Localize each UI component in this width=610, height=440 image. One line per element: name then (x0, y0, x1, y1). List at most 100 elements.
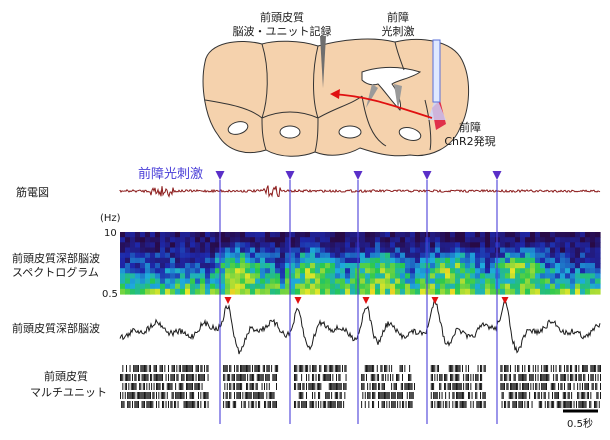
spectrogram-cell (335, 278, 341, 285)
spectrogram-cell (240, 278, 246, 285)
spike-tick (230, 383, 232, 390)
spectrogram-cell (410, 288, 416, 295)
spike-tick (277, 365, 279, 372)
spectrogram-cell (425, 288, 431, 295)
spectrogram-cell (125, 257, 131, 264)
spike-tick (328, 383, 330, 390)
spectrogram-cell (550, 252, 556, 259)
spike-tick (122, 383, 124, 390)
spectrogram-cell (495, 247, 501, 254)
spectrogram-cell (450, 242, 456, 249)
spike-tick (129, 365, 131, 372)
spike-tick (456, 365, 457, 372)
spike-tick (140, 392, 142, 399)
spectrogram-cell (365, 247, 371, 254)
spike-tick (440, 374, 442, 381)
spectrogram-cell (490, 257, 496, 264)
spectrogram-cell (175, 232, 181, 238)
spectrogram-label-line2: スペクトログラム (12, 265, 99, 279)
spectrogram-cell (220, 252, 226, 259)
spike-tick (454, 374, 456, 381)
white-matter-oval (227, 121, 249, 135)
spectrogram-cell (425, 273, 431, 280)
spectrogram-cell (270, 263, 276, 269)
spike-tick (552, 392, 553, 399)
spike-tick (404, 383, 406, 390)
spectrogram-cell (550, 268, 556, 274)
spectrogram-cell (230, 237, 236, 243)
spike-tick (547, 374, 549, 381)
spectrogram-cell (500, 268, 506, 274)
spike-tick (334, 365, 336, 372)
spectrogram-cell (585, 263, 591, 269)
spectrogram-cell (140, 263, 146, 269)
spectrogram-cell (300, 278, 306, 285)
spike-tick (159, 365, 161, 372)
spectrogram-cell (315, 278, 321, 285)
spike-tick (362, 383, 364, 390)
spectrogram-cell (310, 247, 316, 254)
spike-tick (510, 392, 511, 399)
spike-tick (198, 383, 199, 390)
spike-tick (156, 392, 157, 399)
spectrogram-cell (510, 263, 516, 269)
spectrogram-cell (165, 273, 171, 280)
spike-tick (314, 383, 316, 390)
spectrogram-cell (360, 247, 366, 254)
spectrogram-cell (195, 268, 201, 274)
spike-tick (378, 401, 379, 408)
spectrogram-cell (125, 288, 131, 295)
spike-tick (328, 401, 330, 408)
spike-tick (187, 401, 189, 408)
spectrogram-cell (165, 288, 171, 295)
spike-tick (302, 365, 304, 372)
spectrogram-cell (375, 247, 381, 254)
spectrogram-cell (210, 257, 216, 264)
spectrogram-cell (310, 288, 316, 295)
spike-tick (144, 392, 145, 399)
spectrogram-cell (345, 268, 351, 274)
spectrogram-cell (485, 237, 491, 243)
spectrogram-cell (310, 268, 316, 274)
spectrogram-cell (325, 237, 331, 243)
spike-tick (483, 401, 485, 408)
spike-tick (561, 374, 563, 381)
spectrogram-cell (335, 268, 341, 274)
spike-tick (133, 392, 135, 399)
spike-tick (567, 392, 569, 399)
spike-tick (458, 374, 460, 381)
spike-tick (373, 365, 375, 372)
spectrogram-cell (425, 252, 431, 259)
spectrogram-cell (565, 242, 571, 249)
spectrogram-cell (335, 273, 341, 280)
spectrogram-cell (415, 273, 421, 280)
spectrogram-cell (380, 263, 386, 269)
spectrogram-cell (590, 257, 596, 264)
spectrogram-cell (420, 268, 426, 274)
spectrogram-cell (375, 278, 381, 285)
spectrogram-cell (320, 232, 326, 238)
spike-tick (514, 401, 516, 408)
spike-tick (500, 374, 502, 381)
spectrogram-cell (135, 268, 141, 274)
spike-tick (568, 392, 570, 399)
spectrogram-cell (420, 242, 426, 249)
spike-tick (199, 383, 201, 390)
spike-tick (183, 401, 185, 408)
spike-tick (122, 392, 124, 399)
spike-tick (432, 401, 433, 408)
spectrogram-cell (260, 278, 266, 285)
spike-tick (339, 392, 341, 399)
spectrogram-cell (395, 263, 401, 269)
spike-tick (150, 401, 151, 408)
spectrogram-cell (310, 237, 316, 243)
spike-tick (135, 374, 137, 381)
spike-tick (240, 374, 241, 381)
spectrogram-cell (570, 273, 576, 280)
spectrogram-cell (385, 288, 391, 295)
spectrogram-cell (230, 278, 236, 285)
spectrogram-cell (570, 257, 576, 264)
spike-tick (153, 392, 155, 399)
spike-tick (397, 374, 399, 381)
spectrogram-cell (135, 288, 141, 295)
